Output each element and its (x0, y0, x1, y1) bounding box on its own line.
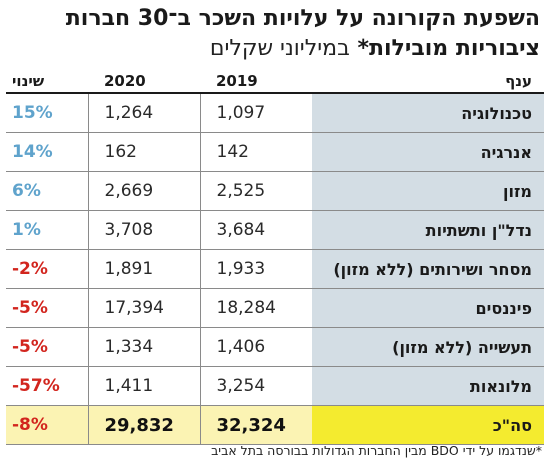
value-2019-cell: 3,684 (199, 210, 312, 250)
sector-cell: תעשייה (ללא מזון) (312, 327, 544, 367)
data-table: ענף 2019 2020 שינוי טכנולוגיה 1,097 1,264 1… (6, 70, 544, 445)
title-unit: במיליוני שקלים (209, 36, 350, 61)
value-2019-cell: 1,406 (199, 327, 312, 367)
value-2019-cell: 18,284 (199, 288, 312, 328)
table-body: טכנולוגיה 1,097 1,264 15% אנרגיה 142 162 14% מזו… (6, 93, 544, 445)
table-row: מלונאות 3,254 1,411 -57% (6, 366, 544, 406)
header-2019: 2019 (200, 70, 312, 94)
value-2019-cell: 1,933 (199, 249, 312, 289)
change-cell: -57% (6, 366, 88, 406)
value-2020-cell: 17,394 (87, 288, 200, 328)
table-row: פיננסים 18,284 17,394 -5% (6, 288, 544, 328)
value-2019-cell: 32,324 (199, 405, 312, 445)
header-change: שינוי (6, 70, 88, 94)
change-cell: 6% (6, 171, 88, 211)
table-row: נדל"ן ותשתיות 3,684 3,708 1% (6, 210, 544, 250)
value-2020-cell: 1,891 (87, 249, 200, 289)
table-row: טכנולוגיה 1,097 1,264 15% (6, 93, 544, 133)
sector-cell: מסחר ושירותים (ללא מזון) (312, 249, 544, 289)
value-2020-cell: 2,669 (87, 171, 200, 211)
value-2020-cell: 3,708 (87, 210, 200, 250)
table-row: מסחר ושירותים (ללא מזון) 1,933 1,891 -2% (6, 249, 544, 289)
change-cell: 14% (6, 132, 88, 172)
value-2019-cell: 142 (199, 132, 312, 172)
sector-cell: נדל"ן ותשתיות (312, 210, 544, 250)
footnote: *שנדגמו על ידי BDO מבין החברות הגדולות ב… (211, 443, 542, 458)
value-2020-cell: 1,334 (87, 327, 200, 367)
value-2019-cell: 2,525 (199, 171, 312, 211)
title-line-2: ציבוריות מובילות* במיליוני שקלים (6, 34, 540, 64)
table-row: תעשייה (ללא מזון) 1,406 1,334 -5% (6, 327, 544, 367)
change-cell: -5% (6, 288, 88, 328)
header-2020: 2020 (88, 70, 200, 94)
sector-cell: סה"כ (312, 405, 544, 445)
value-2020-cell: 29,832 (87, 405, 200, 445)
sector-cell: אנרגיה (312, 132, 544, 172)
table-row: מזון 2,525 2,669 6% (6, 171, 544, 211)
total-row: סה"כ 32,324 29,832 -8% (6, 405, 544, 445)
value-2020-cell: 1,411 (87, 366, 200, 406)
value-2020-cell: 162 (87, 132, 200, 172)
value-2019-cell: 3,254 (199, 366, 312, 406)
change-cell: -8% (6, 405, 88, 445)
sector-cell: טכנולוגיה (312, 93, 544, 133)
change-cell: 1% (6, 210, 88, 250)
sector-cell: מלונאות (312, 366, 544, 406)
change-cell: -2% (6, 249, 88, 289)
table-header-row: ענף 2019 2020 שינוי (6, 70, 544, 94)
table-row: אנרגיה 142 162 14% (6, 132, 544, 172)
sector-cell: מזון (312, 171, 544, 211)
value-2019-cell: 1,097 (199, 93, 312, 133)
value-2020-cell: 1,264 (87, 93, 200, 133)
sector-cell: פיננסים (312, 288, 544, 328)
change-cell: 15% (6, 93, 88, 133)
change-cell: -5% (6, 327, 88, 367)
chart-title: השפעת הקורונה על עלויות השכר ב־30 חברות … (6, 4, 540, 64)
header-sector: ענף (312, 70, 544, 94)
title-line-1: השפעת הקורונה על עלויות השכר ב־30 חברות (65, 6, 540, 31)
title-line-2-main: ציבוריות מובילות* (357, 36, 540, 61)
